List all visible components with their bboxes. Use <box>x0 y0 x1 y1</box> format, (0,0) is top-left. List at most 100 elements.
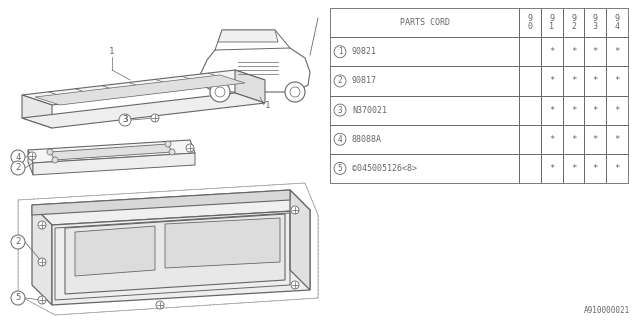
Polygon shape <box>200 42 310 92</box>
Text: 5: 5 <box>338 164 342 173</box>
Text: *: * <box>549 135 554 144</box>
Bar <box>330 8 519 37</box>
Circle shape <box>151 114 159 122</box>
Polygon shape <box>290 190 310 290</box>
Text: *: * <box>549 47 554 56</box>
Bar <box>330 95 519 125</box>
Polygon shape <box>33 153 195 175</box>
Text: N370021: N370021 <box>352 106 387 115</box>
Bar <box>606 66 628 95</box>
Text: ©045005126<8>: ©045005126<8> <box>352 164 417 173</box>
Polygon shape <box>218 30 278 42</box>
Polygon shape <box>28 150 33 175</box>
Text: 9
3: 9 3 <box>593 14 598 31</box>
Text: 4: 4 <box>338 135 342 144</box>
Text: *: * <box>614 47 620 56</box>
Circle shape <box>38 221 46 229</box>
Circle shape <box>28 152 36 160</box>
Bar <box>519 125 541 154</box>
Bar <box>330 66 519 95</box>
Bar <box>563 37 584 66</box>
Circle shape <box>334 75 346 87</box>
Bar <box>584 37 606 66</box>
Text: *: * <box>549 76 554 85</box>
Text: *: * <box>593 47 598 56</box>
Text: 90821: 90821 <box>352 47 377 56</box>
Text: *: * <box>571 47 576 56</box>
Circle shape <box>215 87 225 97</box>
Bar <box>563 125 584 154</box>
Text: 9
4: 9 4 <box>614 14 620 31</box>
Bar <box>519 66 541 95</box>
Bar <box>541 154 563 183</box>
Text: *: * <box>571 164 576 173</box>
Bar <box>584 66 606 95</box>
Text: 1: 1 <box>266 100 271 109</box>
Bar <box>519 37 541 66</box>
Circle shape <box>334 104 346 116</box>
Text: 9
0: 9 0 <box>527 14 532 31</box>
Text: 88088A: 88088A <box>352 135 382 144</box>
Text: 9
2: 9 2 <box>571 14 576 31</box>
Bar <box>541 95 563 125</box>
Bar <box>541 125 563 154</box>
Polygon shape <box>215 30 290 50</box>
Text: *: * <box>593 164 598 173</box>
Polygon shape <box>75 226 155 276</box>
Circle shape <box>165 141 171 147</box>
Circle shape <box>11 291 25 305</box>
Bar <box>606 154 628 183</box>
Circle shape <box>334 46 346 58</box>
Circle shape <box>291 281 299 289</box>
Bar <box>584 154 606 183</box>
Bar <box>563 8 584 37</box>
Text: 1: 1 <box>109 47 115 57</box>
Bar <box>584 8 606 37</box>
Text: 90817: 90817 <box>352 76 377 85</box>
Circle shape <box>169 149 175 155</box>
Text: *: * <box>614 135 620 144</box>
Polygon shape <box>28 140 195 163</box>
Text: *: * <box>571 76 576 85</box>
Text: 2: 2 <box>15 237 20 246</box>
Bar <box>519 95 541 125</box>
Circle shape <box>156 301 164 309</box>
Bar <box>330 37 519 66</box>
Text: 1: 1 <box>338 47 342 56</box>
Text: 2: 2 <box>338 76 342 85</box>
Circle shape <box>11 161 25 175</box>
Text: *: * <box>614 164 620 173</box>
Polygon shape <box>65 214 285 294</box>
Text: *: * <box>614 106 620 115</box>
Text: *: * <box>571 106 576 115</box>
Circle shape <box>291 206 299 214</box>
Polygon shape <box>235 70 265 103</box>
Bar <box>606 95 628 125</box>
Text: *: * <box>593 135 598 144</box>
Circle shape <box>186 144 194 152</box>
Polygon shape <box>165 218 280 268</box>
Bar <box>541 8 563 37</box>
Text: 3: 3 <box>122 116 128 124</box>
Text: *: * <box>549 164 554 173</box>
Circle shape <box>290 87 300 97</box>
Circle shape <box>47 149 53 155</box>
Bar <box>563 66 584 95</box>
Bar <box>541 66 563 95</box>
Bar <box>330 154 519 183</box>
Polygon shape <box>50 144 172 160</box>
Circle shape <box>119 114 131 126</box>
Bar <box>606 8 628 37</box>
Text: 3: 3 <box>122 116 128 124</box>
Bar <box>541 37 563 66</box>
Circle shape <box>11 150 25 164</box>
Circle shape <box>285 82 305 102</box>
Text: PARTS CORD: PARTS CORD <box>399 18 450 27</box>
Bar <box>519 8 541 37</box>
Text: 3: 3 <box>338 106 342 115</box>
Polygon shape <box>22 93 265 128</box>
Text: *: * <box>593 76 598 85</box>
Bar <box>563 154 584 183</box>
Bar <box>606 125 628 154</box>
Bar <box>606 37 628 66</box>
